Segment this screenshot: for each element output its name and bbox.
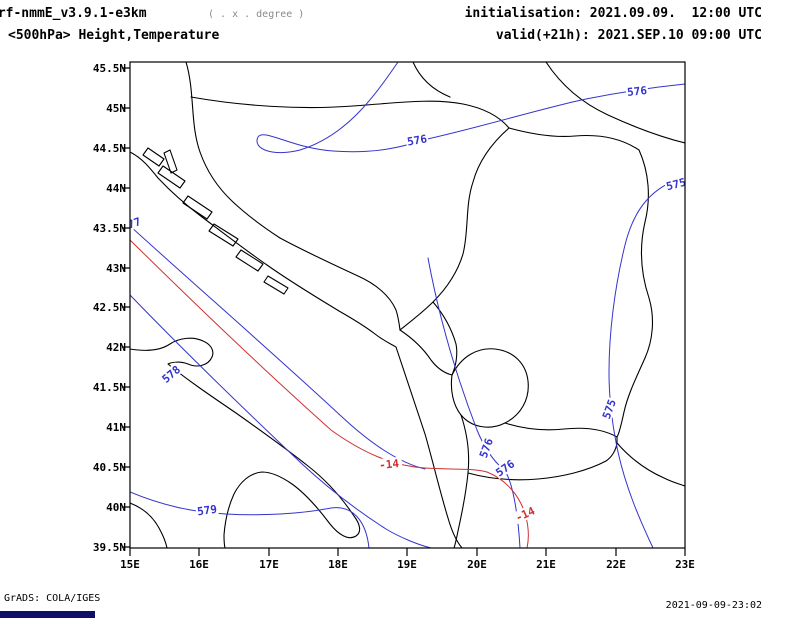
contour-label-text: 575 [600,398,619,421]
height-contours [130,62,685,548]
contour-label-576-a: 576 [405,132,429,149]
x-tick-label: 21E [536,558,556,571]
y-tick-label: 44N [106,182,126,195]
label-mask [195,502,219,518]
y-tick-label: 41N [106,421,126,434]
border-croatia-serbia [412,62,451,98]
border-macedonia-north [504,422,618,438]
x-tick-label: 22E [606,558,626,571]
height-contour-578-diagonal [130,294,432,548]
label-mask [625,83,649,99]
x-tick-label: 18E [328,558,348,571]
contour-label-576-c: 576 [476,435,496,461]
y-tick-label: 44.5N [93,142,126,155]
label-mask [663,175,685,193]
grads-credit: GrADS: COLA/IGES [4,593,101,604]
border-kosovo [450,348,529,428]
x-tick-label: 23E [675,558,695,571]
border-serbia-east [508,127,654,438]
height-contour-labels: 576 576 575 575 576 576 [130,83,688,519]
contour-label-579: 579 [195,502,219,519]
window-corner-artifact [0,611,95,618]
height-contour-576-center [427,257,521,548]
label-mask [405,132,429,148]
model-title: wrf-nmmE_v3.9.1-e3km [0,6,147,21]
italy-west-coastline [130,502,168,548]
x-tick-label: 19E [397,558,417,571]
label-mask [375,456,403,472]
border-bosnia-west [185,62,281,239]
border-bosnia-south [279,237,401,331]
height-contour-577-diagonal [130,225,426,470]
contour-label-minus14-b: -14 [510,503,540,525]
contour-label-text: 576 [626,84,647,99]
border-danube-northeast [545,62,685,144]
adriatic-coastline [130,151,463,548]
italy-coastline [130,337,361,548]
croatian-islands [142,147,289,295]
creation-timestamp: 2021-09-09-23:02 [665,600,762,611]
contour-label-575-a: 575 [663,175,688,194]
label-mask [476,435,496,461]
y-tick-label: 45N [106,102,126,115]
contour-label-minus14-a: -14 [375,456,403,472]
y-tick-label: 41.5N [93,381,126,394]
y-tick-label: 39.5N [93,541,126,554]
temperature-contours [130,239,529,548]
temp-contour-minus14 [130,239,529,548]
contour-label-text: 576 [406,132,428,148]
y-tick-label: 45.5N [93,62,126,75]
label-mask [510,503,540,525]
label-mask [130,214,144,234]
y-tick-label: 43N [106,262,126,275]
x-axis-ticks [129,548,686,556]
border-macedonia-south [467,436,618,481]
border-macedonia-bulgaria [616,442,685,487]
label-mask [492,456,518,480]
y-tick-label: 43.5N [93,222,126,235]
x-tick-label: 17E [259,558,279,571]
contour-label-text: 578 [160,363,184,386]
label-mask [599,396,619,422]
contour-label-578: 578 [158,362,184,386]
y-axis-labels: 45.5N 45N 44.5N 44N 43.5N 43N 42.5N 42N … [93,62,126,554]
y-tick-label: 40N [106,501,126,514]
coastlines-borders [130,62,685,548]
border-sava [190,96,510,129]
init-time: initialisation: 2021.09.09. 12:00 UTC [464,6,762,21]
border-drina [399,127,510,331]
border-montenegro-albania [399,329,453,376]
x-tick-label: 20E [467,558,487,571]
resolution-note: ( . x . degree ) [208,9,305,20]
label-mask [158,362,184,386]
y-tick-label: 42N [106,341,126,354]
contour-label-576-b: 576 [625,83,649,99]
y-axis-ticks [122,67,130,548]
height-contour-575-right [608,176,685,548]
contour-label-text: -14 [378,457,399,472]
contour-label-text: 575 [665,176,688,194]
x-tick-label: 16E [189,558,209,571]
valid-time: valid(+21h): 2021.SEP.10 09:00 UTC [495,28,762,43]
y-tick-label: 42.5N [93,301,126,314]
height-contour-576-top [256,62,685,154]
y-tick-label: 40.5N [93,461,126,474]
temperature-contour-labels: -14 -14 [375,456,540,525]
x-tick-label: 15E [120,558,140,571]
contour-label-575-b: 575 [599,396,619,422]
field-title: <500hPa> Height,Temperature [8,28,220,43]
contour-label-text: 576 [493,457,517,479]
border-montenegro-serbia [432,301,458,376]
x-axis-labels: 15E 16E 17E 18E 19E 20E 21E 22E 23E [120,558,695,571]
height-contour-579-bottom [130,491,370,548]
contour-label-text: 579 [196,503,217,519]
border-albania-east [453,414,470,548]
plot-frame-group [122,61,686,556]
